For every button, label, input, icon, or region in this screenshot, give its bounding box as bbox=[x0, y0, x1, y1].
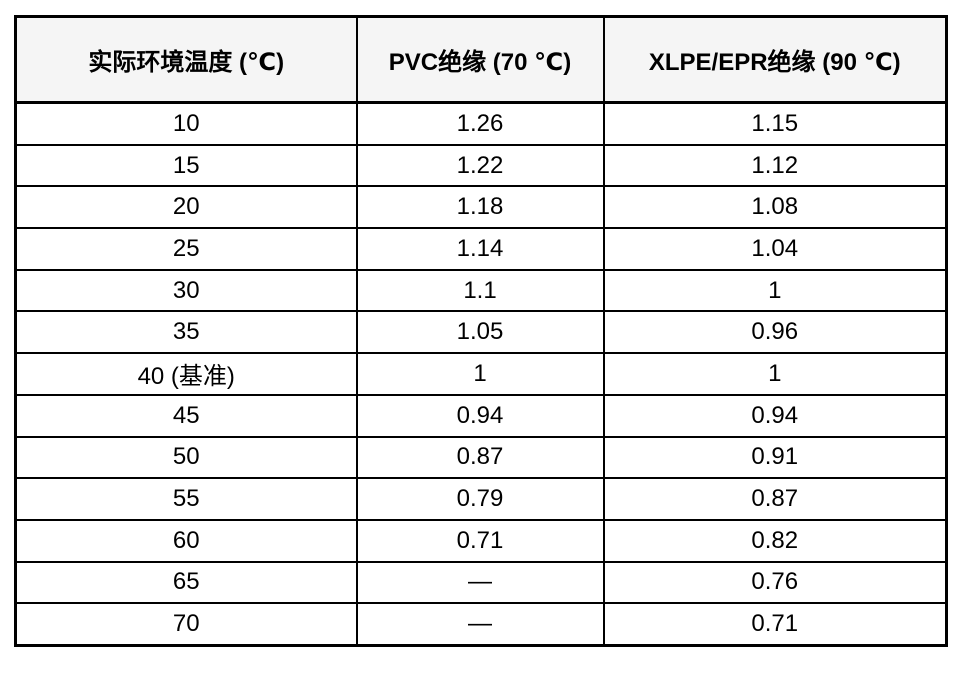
cell-pvc-factor: 0.94 bbox=[355, 393, 605, 438]
cell-temperature: 40 (基准) bbox=[14, 352, 358, 396]
cell-pvc-factor: 1.22 bbox=[355, 143, 605, 188]
cell-xlpe-epr-factor: 0.87 bbox=[602, 477, 948, 521]
table-row: 20 1.18 1.08 bbox=[14, 185, 948, 230]
table-row: 70—0.71 bbox=[14, 602, 948, 647]
cell-temperature: 35 bbox=[14, 310, 358, 355]
table-row: 10 1.26 1.15 bbox=[14, 101, 948, 146]
cell-pvc-factor: 1.14 bbox=[355, 227, 605, 271]
cell-xlpe-epr-factor: 0.82 bbox=[602, 518, 948, 563]
cell-pvc-factor: — bbox=[355, 560, 605, 605]
table-row: 35 1.05 0.96 bbox=[14, 310, 948, 355]
table-row: 50 0.87 0.91 bbox=[14, 435, 948, 480]
table-row: 15 1.22 1.12 bbox=[14, 143, 948, 188]
cell-xlpe-epr-factor: 0.96 bbox=[602, 310, 948, 355]
cell-pvc-factor: 1.1 bbox=[355, 268, 605, 313]
cell-pvc-factor: 0.79 bbox=[355, 477, 605, 521]
cell-temperature: 65 bbox=[14, 560, 358, 605]
cell-temperature: 55 bbox=[14, 477, 358, 521]
cell-xlpe-epr-factor: 1.12 bbox=[602, 143, 948, 188]
cell-pvc-factor: 1.26 bbox=[355, 101, 605, 146]
cell-temperature: 15 bbox=[14, 143, 358, 188]
cell-temperature: 20 bbox=[14, 185, 358, 230]
cell-xlpe-epr-factor: 1.15 bbox=[602, 101, 948, 146]
temperature-correction-table: 实际环境温度 (℃) PVC绝缘 (70 ℃) XLPE/EPR绝缘 (90 ℃… bbox=[14, 15, 948, 647]
cell-xlpe-epr-factor: 0.76 bbox=[602, 560, 948, 605]
cell-xlpe-epr-factor: 1.04 bbox=[602, 227, 948, 271]
table-row: 40 (基准) 1 1 bbox=[14, 352, 948, 396]
header-cell-xlpe-epr-insulation: XLPE/EPR绝缘 (90 ℃) bbox=[602, 15, 948, 104]
cell-xlpe-epr-factor: 1 bbox=[602, 352, 948, 396]
cell-temperature: 30 bbox=[14, 268, 358, 313]
cell-temperature: 10 bbox=[14, 101, 358, 146]
cell-pvc-factor: 1 bbox=[355, 352, 605, 396]
cell-temperature: 25 bbox=[14, 227, 358, 271]
table-row: 30 1.1 1 bbox=[14, 268, 948, 313]
cell-xlpe-epr-factor: 1 bbox=[602, 268, 948, 313]
header-cell-ambient-temperature: 实际环境温度 (℃) bbox=[14, 15, 358, 104]
cell-xlpe-epr-factor: 1.08 bbox=[602, 185, 948, 230]
table-row: 45 0.94 0.94 bbox=[14, 393, 948, 438]
cell-temperature: 45 bbox=[14, 393, 358, 438]
table-row: 60 0.71 0.82 bbox=[14, 518, 948, 563]
cell-xlpe-epr-factor: 0.94 bbox=[602, 393, 948, 438]
cell-pvc-factor: 1.05 bbox=[355, 310, 605, 355]
cell-pvc-factor: — bbox=[355, 602, 605, 647]
cell-pvc-factor: 0.71 bbox=[355, 518, 605, 563]
table-row: 55 0.79 0.87 bbox=[14, 477, 948, 521]
cell-temperature: 70 bbox=[14, 602, 358, 647]
cell-pvc-factor: 0.87 bbox=[355, 435, 605, 480]
cell-xlpe-epr-factor: 0.91 bbox=[602, 435, 948, 480]
cell-temperature: 60 bbox=[14, 518, 358, 563]
table-row: 25 1.14 1.04 bbox=[14, 227, 948, 271]
table-body: 10 1.26 1.15 15 1.22 1.12 20 1.18 1.08 25 1.14 1.04… bbox=[14, 101, 948, 647]
header-cell-pvc-insulation: PVC绝缘 (70 ℃) bbox=[355, 15, 605, 104]
cell-xlpe-epr-factor: 0.71 bbox=[602, 602, 948, 647]
header-row: 实际环境温度 (℃) PVC绝缘 (70 ℃) XLPE/EPR绝缘 (90 ℃… bbox=[14, 15, 948, 104]
table-row: 65—0.76 bbox=[14, 560, 948, 605]
cell-temperature: 50 bbox=[14, 435, 358, 480]
cell-pvc-factor: 1.18 bbox=[355, 185, 605, 230]
